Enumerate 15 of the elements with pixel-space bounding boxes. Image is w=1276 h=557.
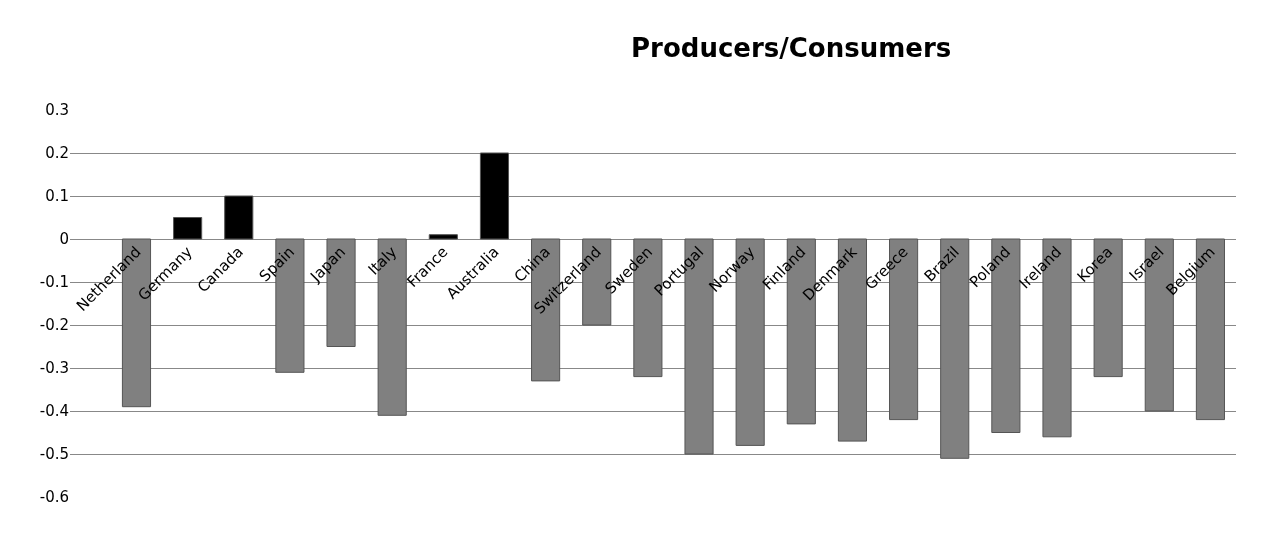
y-tick-label: 0.3 <box>45 101 69 120</box>
bar <box>224 195 254 240</box>
y-tick-label: 0.1 <box>45 187 69 206</box>
y-tick-label: -0.4 <box>39 402 69 421</box>
y-tick-label: -0.6 <box>39 488 69 507</box>
y-tick-label: -0.5 <box>39 445 69 464</box>
y-tick-label: 0 <box>59 230 69 249</box>
bar <box>479 152 510 240</box>
bar <box>428 234 458 240</box>
y-tick-label: 0.2 <box>45 144 69 163</box>
bar <box>173 217 203 240</box>
y-tick-label: -0.2 <box>39 316 69 335</box>
y-tick-label: -0.1 <box>39 273 69 292</box>
y-tick-label: -0.3 <box>39 359 69 378</box>
chart-title: Producers/Consumers <box>631 33 952 64</box>
